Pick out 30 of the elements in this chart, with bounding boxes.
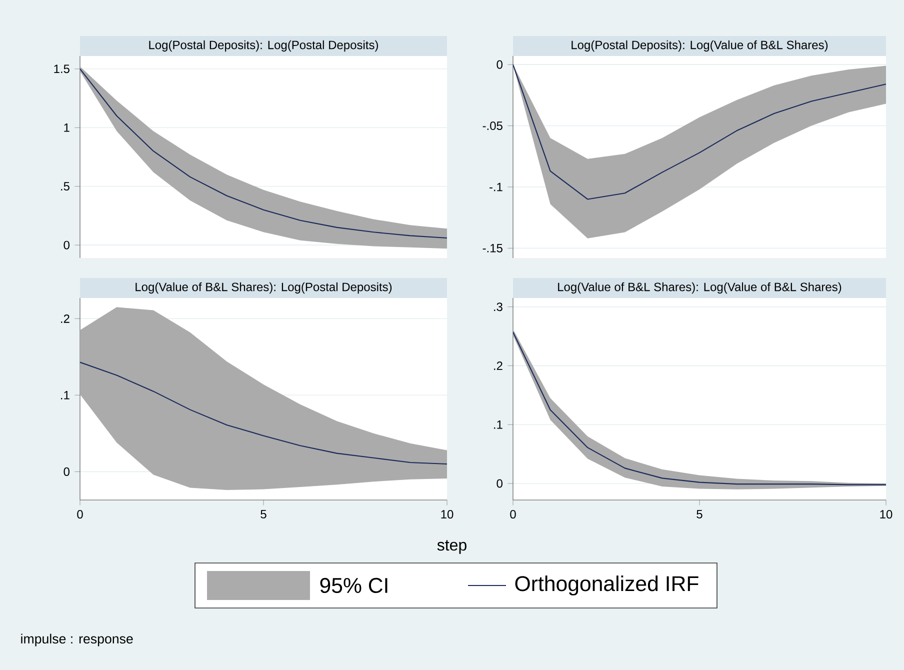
y-tick-label: .2 bbox=[494, 362, 502, 370]
y-tick-label: 0 bbox=[64, 467, 70, 476]
chart-title: Log(Value of B&L Shares): Log(Postal Deposits) bbox=[136, 282, 392, 294]
x-tick-label: 10 bbox=[880, 510, 892, 519]
chart-title: Log(Value of B&L Shares): Log(Value of B&L Shares) bbox=[558, 282, 842, 294]
y-tick-label: .3 bbox=[494, 302, 502, 312]
y-tick-label: .1 bbox=[494, 420, 502, 429]
text: 95% CI bbox=[320, 578, 388, 594]
x-tick-label: 0 bbox=[77, 510, 83, 519]
x-axis-title: step bbox=[437, 540, 466, 554]
legend-label: Orthogonalized IRF bbox=[515, 576, 698, 596]
chart-title: Log(Postal Deposits): Log(Postal Deposits) bbox=[149, 40, 378, 52]
y-tick-label: .5 bbox=[61, 182, 70, 191]
x-tick-label: 5 bbox=[696, 510, 702, 518]
y-tick-label: 1 bbox=[64, 123, 70, 132]
y-tick-label: -.1 bbox=[490, 182, 502, 192]
y-tick-label: 0 bbox=[496, 479, 502, 488]
text: impulse : response bbox=[21, 634, 133, 646]
x-tick-label: 0 bbox=[510, 510, 516, 519]
y-tick-label: -.15 bbox=[482, 244, 502, 252]
y-tick-label: 0 bbox=[64, 240, 70, 250]
y-tick-label: .2 bbox=[61, 314, 70, 323]
y-tick-label: 1.5 bbox=[54, 64, 70, 74]
x-tick-label: 5 bbox=[260, 510, 266, 518]
line-series bbox=[80, 362, 447, 465]
chart-title: Log(Postal Deposits): Log(Value of B&L Shares) bbox=[572, 40, 828, 52]
y-tick-label: -.05 bbox=[482, 122, 502, 130]
y-tick-label: .1 bbox=[61, 391, 70, 400]
y-tick-label: 0 bbox=[496, 60, 502, 69]
x-tick-label: 10 bbox=[441, 510, 454, 519]
